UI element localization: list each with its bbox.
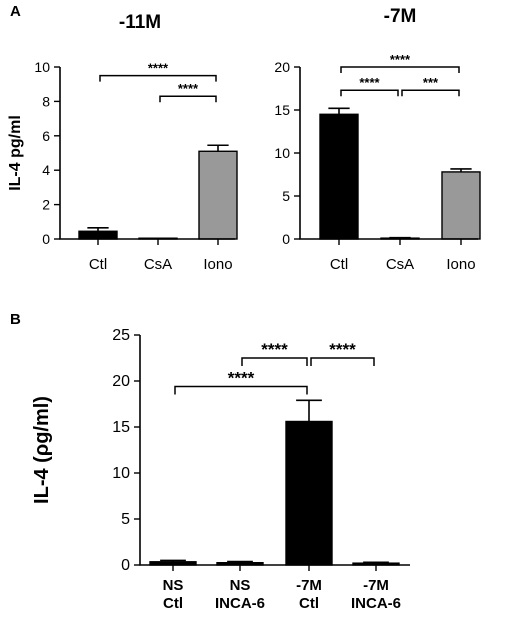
x-tick-label: Ctl: [89, 256, 107, 273]
y-tick-label: 25: [112, 327, 130, 344]
y-tick-label: 2: [42, 197, 50, 213]
axes: [139, 335, 410, 566]
bar: [441, 171, 481, 240]
y-tick-label: 6: [42, 128, 50, 144]
bar: [78, 230, 118, 240]
y-tick-label: 10: [34, 59, 50, 75]
x-tick-label: Iono: [203, 256, 232, 273]
significance-label: ****: [390, 52, 411, 67]
y-tick-label: 10: [274, 145, 290, 161]
error-bar: [160, 559, 186, 562]
significance-label: ****: [178, 81, 199, 96]
significance-bracket: [99, 74, 217, 82]
y-tick-label: 5: [282, 188, 290, 204]
error-bar: [363, 561, 389, 564]
y-tick-label: 0: [121, 557, 130, 574]
y-tick-label: 0: [282, 231, 290, 247]
chart-title: -11M: [119, 12, 161, 33]
panel-label: B: [10, 311, 21, 328]
x-tick-label: Ctl: [330, 256, 348, 273]
y-tick-label: 0: [42, 231, 50, 247]
error-bar: [450, 168, 472, 172]
significance-bracket: [310, 357, 375, 366]
y-tick-label: 15: [274, 102, 290, 118]
x-tick-label: CsA: [144, 256, 172, 273]
panel-label: A: [10, 3, 21, 20]
x-tick-label: -7M INCA-6: [351, 577, 401, 612]
chart-2: B IL-4 (ρg/ml) 0 5 10 15 20 25 NS Ctl NS INCA-6 -7M C…: [10, 311, 410, 612]
chart-title: -7M: [384, 6, 417, 27]
significance-label: ****: [359, 75, 380, 90]
significance-label: ****: [329, 340, 356, 359]
error-bar: [296, 399, 322, 422]
y-tick-label: 20: [274, 59, 290, 75]
significance-label: ****: [148, 61, 169, 76]
bar: [198, 150, 238, 240]
x-tick-label: CsA: [386, 256, 414, 273]
significance-bracket: [401, 89, 460, 97]
error-bar: [328, 107, 350, 115]
error-bar: [87, 227, 109, 232]
error-bar: [207, 144, 229, 152]
y-tick-label: 10: [112, 465, 130, 482]
y-tick-label: 15: [112, 419, 130, 436]
significance-bracket: [340, 66, 460, 73]
significance-bracket: [159, 95, 217, 103]
significance-label: ****: [261, 340, 288, 359]
x-tick-label: NS Ctl: [163, 577, 184, 612]
significance-bracket: [174, 385, 308, 395]
y-tick-label: 4: [42, 162, 50, 178]
x-tick-label: NS INCA-6: [215, 577, 265, 612]
error-bar: [227, 560, 253, 563]
y-tick-label: 5: [121, 511, 130, 528]
significance-label: ***: [423, 75, 439, 90]
bar: [285, 420, 333, 566]
x-tick-label: -7M Ctl: [296, 577, 322, 612]
significance-bracket: [340, 89, 399, 97]
significance-bracket: [241, 357, 308, 366]
chart-0: A -11M IL-4 pg/ml 0 2 4 6 8 10 Ctl CsA Iono **** ****: [7, 3, 238, 273]
y-tick-label: 20: [112, 373, 130, 390]
y-axis-label: IL-4 (ρg/ml): [31, 396, 53, 504]
x-tick-label: Iono: [446, 256, 475, 273]
bar: [319, 113, 359, 240]
y-tick-label: 8: [42, 93, 50, 109]
y-axis-label: IL-4 pg/ml: [7, 115, 24, 191]
significance-label: ****: [228, 369, 255, 388]
